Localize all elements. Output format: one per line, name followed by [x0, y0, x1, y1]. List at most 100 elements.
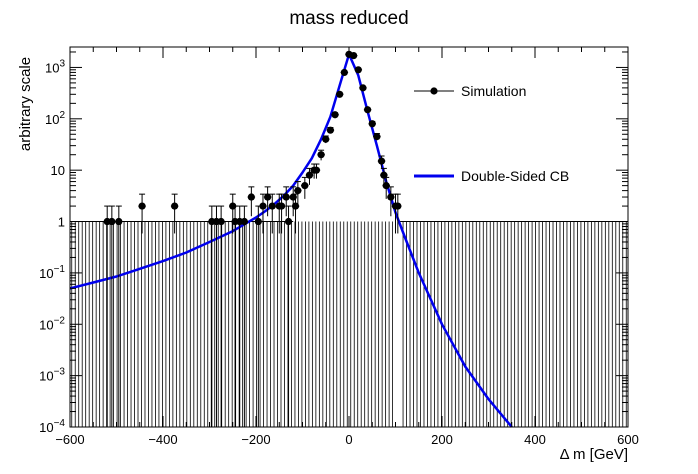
y-tick-label: 10−4 — [39, 418, 65, 435]
y-tick-label: 10 — [51, 163, 65, 178]
data-marker — [247, 193, 255, 201]
data-marker — [282, 193, 290, 201]
data-marker — [138, 202, 146, 210]
data-marker — [373, 133, 381, 141]
data-point — [354, 66, 363, 74]
x-tick-label: 400 — [524, 432, 546, 447]
empty-bin-error-bars — [70, 221, 628, 427]
data-marker — [240, 217, 248, 226]
data-marker — [354, 66, 362, 74]
data-marker — [322, 135, 330, 143]
data-point — [170, 193, 179, 234]
data-marker — [305, 171, 314, 179]
data-point — [277, 193, 286, 234]
fit-curve — [69, 53, 513, 428]
data-marker — [277, 202, 286, 210]
y-axis-ticks: 10−4 10−3 10−2 10−1 1 10 102 103 — [39, 51, 628, 435]
legend: Simulation Double-Sided CB — [414, 83, 569, 184]
data-marker — [368, 120, 376, 128]
data-marker — [394, 202, 402, 210]
data-point — [138, 193, 146, 234]
data-point — [268, 193, 277, 234]
data-point — [282, 186, 290, 217]
y-tick-label: 10−3 — [39, 367, 65, 384]
data-point — [359, 84, 367, 92]
data-marker — [382, 182, 390, 190]
data-point — [254, 205, 263, 427]
data-point — [312, 163, 321, 179]
data-marker — [350, 52, 358, 60]
data-point — [294, 181, 302, 207]
data-marker — [108, 217, 116, 226]
plot-frame — [69, 46, 629, 428]
x-tick-label: 200 — [431, 432, 453, 447]
y-tick-label: 102 — [45, 110, 65, 127]
data-marker — [115, 217, 123, 226]
data-point — [322, 135, 330, 144]
data-point — [115, 205, 123, 427]
data-marker — [268, 202, 276, 210]
fit-curve-layer — [69, 53, 513, 428]
data-point — [382, 176, 390, 199]
x-axis-label: Δ m [GeV] — [560, 446, 628, 463]
data-point — [259, 193, 267, 234]
data-points-layer — [103, 50, 402, 427]
data-point — [373, 133, 381, 141]
data-point — [284, 205, 293, 427]
plot-frame-rect — [69, 46, 629, 428]
chart-title: mass reduced — [289, 8, 408, 29]
data-marker — [284, 217, 293, 226]
y-tick-label: 103 — [45, 58, 65, 75]
data-marker — [217, 217, 225, 226]
data-marker — [377, 157, 386, 165]
y-tick-label: 1 — [58, 215, 65, 230]
data-marker — [294, 187, 302, 195]
data-point — [305, 167, 314, 185]
data-marker — [317, 151, 325, 159]
data-marker — [359, 84, 367, 92]
legend-simulation-label: Simulation — [461, 83, 526, 99]
data-point — [326, 126, 335, 134]
y-tick-label: 10−1 — [39, 264, 65, 281]
data-marker — [364, 106, 372, 114]
legend-fit-label: Double-Sided CB — [461, 168, 569, 184]
data-point — [240, 205, 249, 427]
data-point — [331, 111, 339, 119]
data-marker — [387, 193, 395, 201]
data-marker — [171, 202, 179, 210]
data-point — [340, 68, 349, 77]
y-axis-label: arbitrary scale — [17, 57, 34, 151]
data-marker — [289, 193, 297, 201]
data-point — [217, 205, 225, 427]
x-tick-label: −600 — [55, 432, 84, 447]
data-point — [317, 149, 325, 161]
data-marker — [291, 202, 300, 210]
x-tick-label: −200 — [241, 432, 270, 447]
data-marker — [259, 202, 267, 210]
x-axis-ticks: −600 −400 −200 0 200 400 600 — [55, 47, 639, 447]
x-tick-label: −400 — [148, 432, 177, 447]
data-point — [377, 155, 386, 168]
x-tick-label: 600 — [617, 432, 639, 447]
y-tick-label: 10−2 — [39, 315, 65, 332]
data-marker — [326, 126, 334, 134]
data-marker — [312, 166, 321, 174]
data-marker — [301, 182, 309, 190]
data-marker — [264, 193, 272, 201]
data-point — [263, 186, 272, 217]
data-point — [387, 186, 395, 217]
data-marker — [340, 68, 348, 77]
data-point — [301, 176, 309, 199]
data-point — [368, 120, 376, 128]
data-point — [349, 52, 358, 60]
data-point — [363, 106, 372, 114]
data-point — [247, 186, 256, 217]
x-tick-label: 0 — [345, 432, 352, 447]
data-marker — [336, 90, 344, 98]
legend-simulation-marker — [430, 87, 438, 95]
data-marker — [331, 111, 339, 119]
data-point — [394, 193, 402, 234]
data-marker — [254, 217, 262, 226]
data-point — [108, 205, 116, 427]
